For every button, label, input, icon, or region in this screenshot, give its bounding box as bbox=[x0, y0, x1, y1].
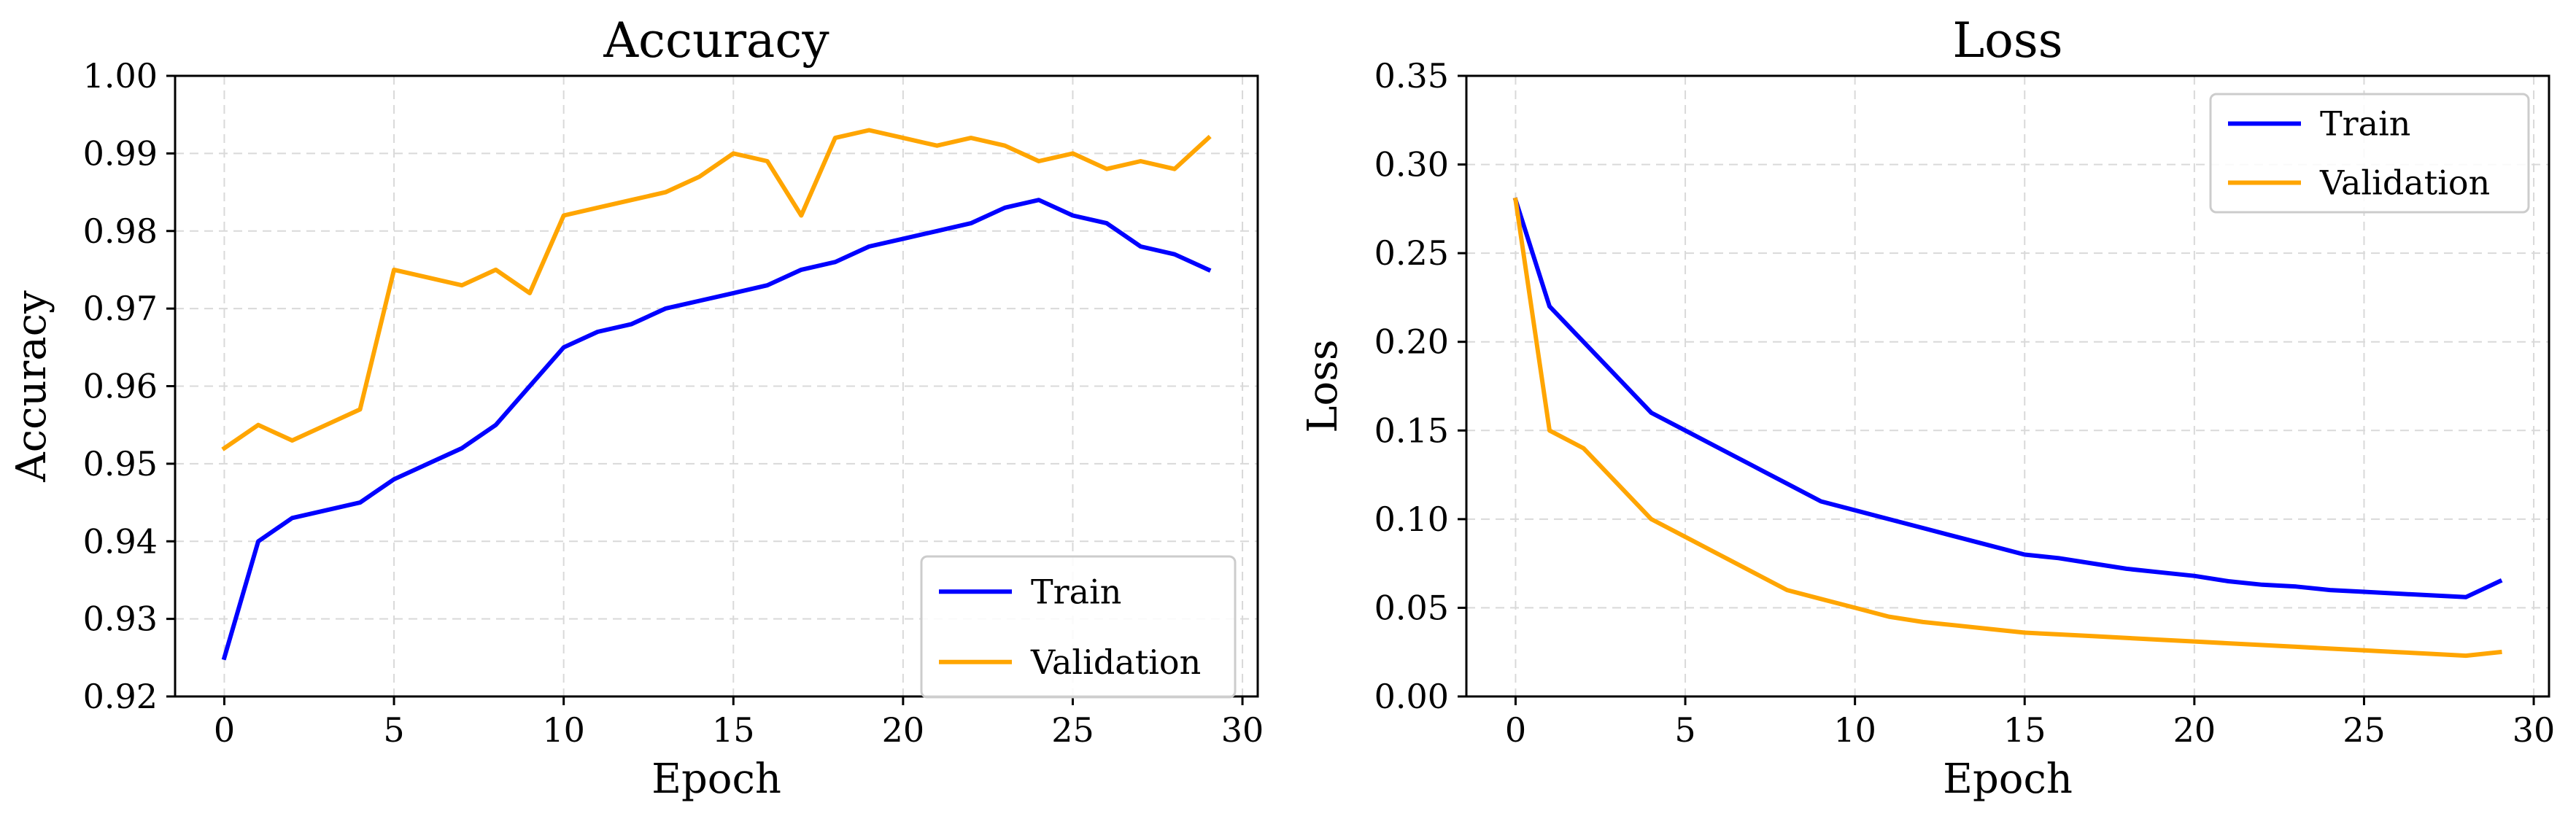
loss-xtick-label: 15 bbox=[2003, 710, 2046, 750]
loss-ytick-label: 0.05 bbox=[1374, 588, 1449, 627]
loss-ytick-label: 0.35 bbox=[1374, 56, 1449, 96]
accuracy-legend-label-train: Train bbox=[1031, 572, 1121, 611]
accuracy-ytick-label: 0.93 bbox=[83, 599, 158, 639]
accuracy-ytick-label: 0.96 bbox=[83, 367, 158, 406]
loss-y-axis-title: Loss bbox=[1299, 339, 1347, 432]
accuracy-chart-title: Accuracy bbox=[603, 12, 829, 69]
loss-xtick-label: 10 bbox=[1833, 710, 1876, 750]
accuracy-xtick-label: 0 bbox=[214, 710, 235, 750]
loss-x-axis-title: Epoch bbox=[1943, 756, 2073, 803]
loss-series-train-line bbox=[1512, 197, 2503, 599]
loss-plot-frame bbox=[1465, 74, 2550, 698]
loss-xtick-label: 30 bbox=[2513, 710, 2556, 750]
loss-legend-label-train: Train bbox=[2320, 104, 2410, 144]
accuracy-panel: 0 5 10 15 20 25 30 0.92 0.93 0.94 0.95 0.96 0.97 0.98… bbox=[8, 12, 1264, 803]
accuracy-ytick-label: 0.98 bbox=[83, 211, 158, 251]
accuracy-series-validation-line bbox=[221, 128, 1212, 451]
accuracy-y-axis-title: Accuracy bbox=[8, 290, 55, 483]
accuracy-series-train-line bbox=[221, 198, 1212, 661]
loss-ytick-label: 0.30 bbox=[1374, 145, 1449, 185]
accuracy-xtick-label: 5 bbox=[383, 710, 404, 750]
accuracy-ytick-label: 0.97 bbox=[83, 289, 158, 328]
loss-ytick-label: 0.25 bbox=[1374, 233, 1449, 273]
loss-legend-label-validation: Validation bbox=[2319, 163, 2490, 203]
accuracy-ytick-label: 0.99 bbox=[83, 133, 158, 173]
accuracy-xtick-label: 30 bbox=[1221, 710, 1264, 750]
loss-panel: 0 5 10 15 20 25 30 0.00 0.05 0.10 0.15 0.20 0.25 0.30… bbox=[1299, 12, 2555, 803]
loss-xtick-label: 5 bbox=[1674, 710, 1695, 750]
accuracy-ytick-label: 0.94 bbox=[83, 521, 158, 561]
accuracy-ytick-label: 0.92 bbox=[83, 677, 158, 716]
loss-xtick-label: 20 bbox=[2173, 710, 2216, 750]
accuracy-ytick-label: 0.95 bbox=[83, 444, 158, 484]
loss-series-validation-line bbox=[1513, 197, 2502, 659]
loss-ytick-label: 0.20 bbox=[1374, 322, 1449, 362]
loss-legend: Train Validation bbox=[2209, 93, 2530, 214]
accuracy-ytick-label: 1.00 bbox=[83, 56, 158, 96]
loss-xtick-label: 25 bbox=[2343, 710, 2386, 750]
accuracy-xtick-label: 15 bbox=[712, 710, 755, 750]
accuracy-xtick-label: 25 bbox=[1051, 710, 1094, 750]
accuracy-legend-label-validation: Validation bbox=[1030, 642, 1201, 682]
loss-ytick-label: 0.10 bbox=[1374, 500, 1449, 539]
loss-chart-title: Loss bbox=[1952, 12, 2062, 69]
loss-ytick-label: 0.00 bbox=[1374, 677, 1449, 716]
accuracy-x-axis-title: Epoch bbox=[651, 756, 781, 803]
accuracy-xtick-label: 20 bbox=[882, 710, 925, 750]
accuracy-xtick-label: 10 bbox=[542, 710, 585, 750]
loss-xtick-label: 0 bbox=[1505, 710, 1526, 750]
loss-ytick-label: 0.15 bbox=[1374, 411, 1449, 450]
accuracy-legend: Train Validation bbox=[920, 555, 1237, 699]
